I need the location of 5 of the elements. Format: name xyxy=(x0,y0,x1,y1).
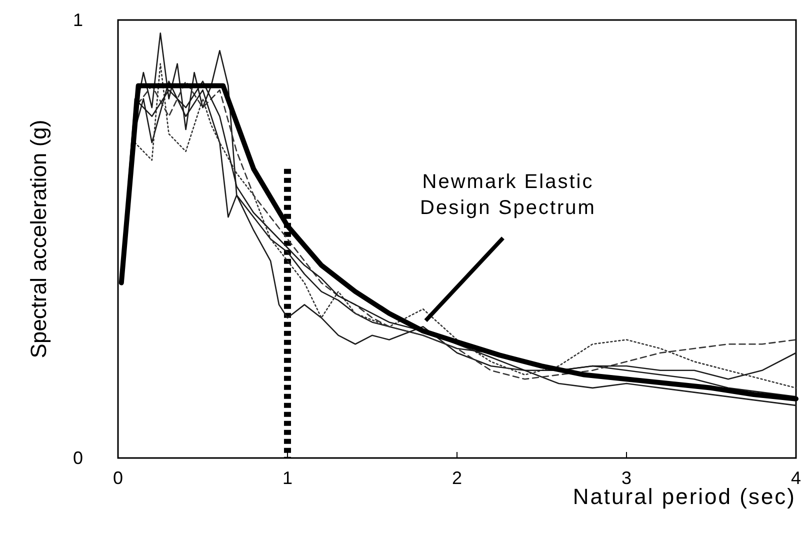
y-axis-title: Spectral acceleration (g) xyxy=(26,120,51,358)
x-tick-label: 0 xyxy=(112,468,124,488)
annotation: Newmark Elastic Design Spectrum xyxy=(420,171,596,219)
x-tick-label: 1 xyxy=(282,468,293,488)
x-tick-label: 2 xyxy=(452,468,462,488)
